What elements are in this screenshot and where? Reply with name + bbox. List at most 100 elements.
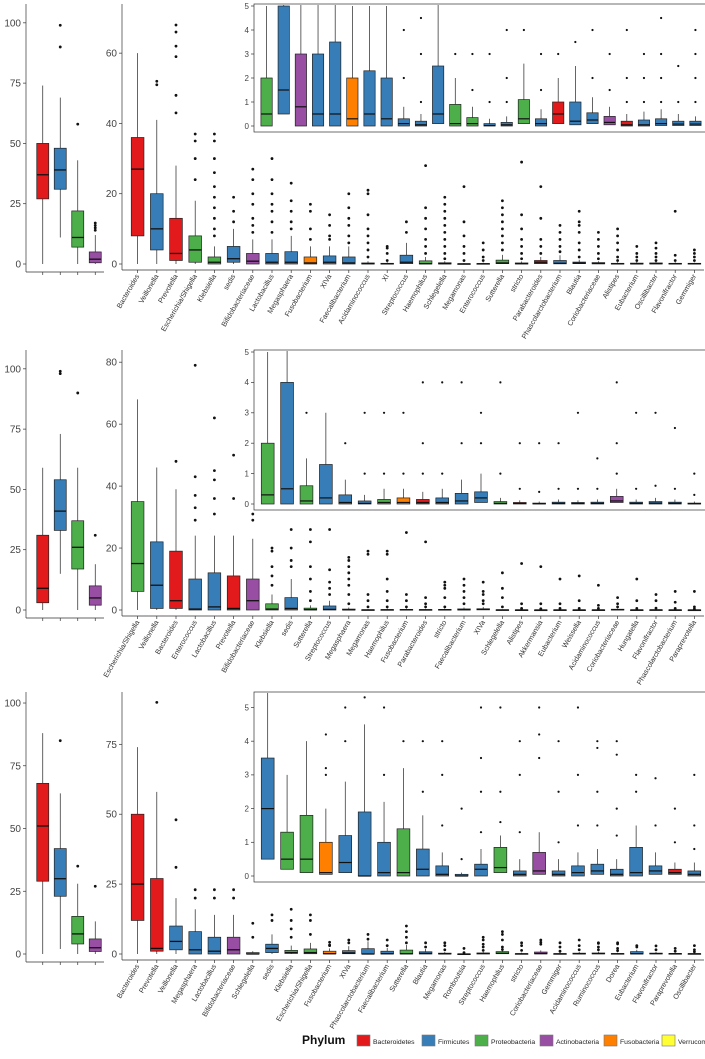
- box: [150, 878, 164, 952]
- outlier-point: [421, 740, 424, 743]
- outlier-point: [347, 206, 351, 210]
- inset-box-group: [346, 6, 359, 127]
- inset-box-group: [396, 740, 411, 877]
- outlier-point: [673, 209, 677, 213]
- outlier-point: [557, 442, 560, 445]
- outlier-point: [328, 234, 331, 238]
- box: [150, 541, 164, 609]
- y-tick-label: 40: [106, 119, 118, 130]
- y-tick-label: 3: [245, 409, 250, 418]
- outlier-point: [443, 216, 447, 220]
- outlier-point: [193, 493, 197, 497]
- outlier-point: [424, 540, 427, 544]
- y-tick-label: 0: [15, 606, 21, 617]
- outlier-point: [328, 943, 331, 947]
- outlier-point: [289, 927, 293, 931]
- outlier-point: [270, 583, 274, 587]
- box: [71, 210, 85, 248]
- inset-box-group: [377, 706, 391, 877]
- y-tick-label: 0: [111, 950, 117, 961]
- outlier-point: [270, 157, 274, 160]
- outlier-point: [460, 381, 463, 384]
- inset-box-group: [449, 52, 462, 127]
- outlier-point: [635, 577, 639, 581]
- box: [363, 70, 376, 127]
- inset-box-group: [474, 706, 488, 877]
- inset-box-group: [414, 16, 427, 127]
- box: [493, 847, 508, 873]
- outlier-point: [270, 565, 274, 569]
- outlier-point: [539, 607, 543, 611]
- outlier-point: [193, 363, 197, 367]
- inset-box-group: [609, 740, 624, 877]
- outlier-point: [501, 605, 504, 609]
- outlier-point: [347, 192, 351, 196]
- outlier-point: [58, 23, 62, 27]
- box: [188, 931, 202, 955]
- outlier-point: [577, 574, 581, 578]
- outlier-point: [93, 228, 97, 232]
- legend: Phylum Bacteroidetes Firmicutes Proteobacte…: [302, 1033, 705, 1047]
- outlier-point: [520, 257, 523, 261]
- outlier-point: [558, 223, 562, 227]
- outlier-point: [616, 234, 619, 238]
- outlier-point: [616, 227, 619, 231]
- outlier-point: [385, 252, 389, 255]
- outlier-point: [58, 369, 62, 373]
- category-label: sedis: [221, 272, 237, 291]
- outlier-point: [443, 230, 447, 234]
- y-tick-label: 2: [245, 74, 250, 83]
- outlier-point: [460, 807, 463, 810]
- outlier-point: [558, 230, 562, 234]
- outlier-point: [424, 227, 427, 231]
- box: [466, 117, 479, 127]
- outlier-point: [251, 935, 255, 939]
- outlier-point: [654, 411, 657, 414]
- y-tick-label: 0: [245, 872, 250, 881]
- box: [551, 870, 566, 877]
- outlier-point: [615, 472, 618, 475]
- outlier-point: [557, 52, 560, 56]
- outlier-point: [608, 88, 611, 92]
- outlier-point: [615, 442, 618, 445]
- outlier-point: [501, 948, 504, 951]
- inset-box-group: [571, 411, 585, 505]
- outlier-point: [385, 549, 389, 553]
- outlier-point: [557, 487, 560, 490]
- box: [277, 5, 290, 115]
- outlier-point: [539, 602, 543, 606]
- inset-zoom-panel: 0 1 2 3 4 5: [245, 348, 705, 511]
- outlier-point: [693, 259, 696, 262]
- box: [280, 831, 294, 870]
- outlier-point: [693, 944, 696, 948]
- legend-label: Proteobacteria: [491, 1039, 535, 1046]
- outlier-point: [174, 459, 178, 463]
- inset-box-group: [687, 773, 702, 877]
- outlier-point: [576, 411, 580, 414]
- outlier-point: [193, 132, 197, 136]
- box: [226, 246, 241, 263]
- outlier-point: [289, 209, 293, 213]
- outlier-point: [462, 951, 466, 955]
- outlier-point: [421, 790, 424, 793]
- outlier-point: [499, 472, 502, 475]
- outlier-point: [421, 381, 424, 384]
- box: [609, 868, 624, 877]
- box: [303, 256, 318, 265]
- inset-box-group: [299, 741, 314, 873]
- inset-box-group: [380, 6, 393, 127]
- outlier-point: [615, 834, 618, 837]
- y-tick-label: 0: [15, 260, 21, 271]
- box: [535, 118, 548, 127]
- outlier-point: [328, 593, 331, 596]
- outlier-point: [501, 241, 504, 245]
- outlier-point: [309, 590, 312, 593]
- outlier-point: [443, 596, 447, 600]
- outlier-point: [479, 756, 483, 760]
- outlier-point: [539, 942, 543, 946]
- box: [53, 479, 67, 531]
- outlier-point: [558, 945, 562, 949]
- outlier-point: [616, 949, 619, 953]
- outlier-point: [577, 248, 581, 252]
- y-tick-label: 50: [106, 810, 118, 821]
